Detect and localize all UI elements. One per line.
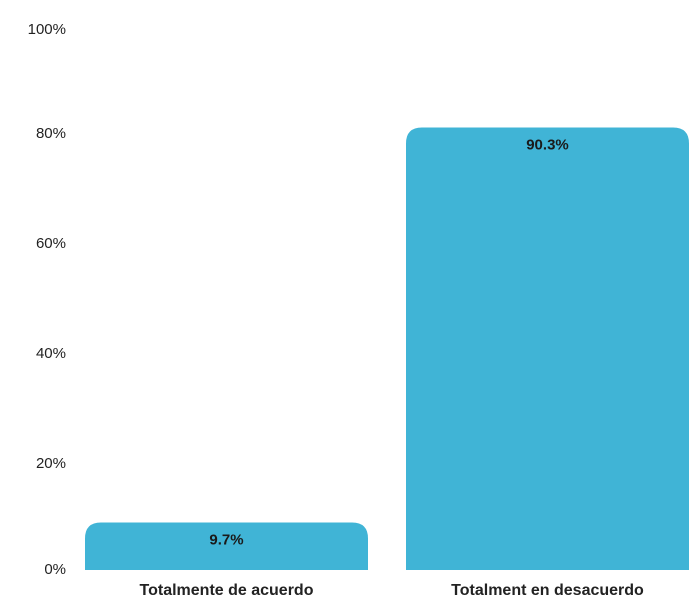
x-tick-label: Totalmente de acuerdo [140, 582, 314, 599]
x-tick-label: Totalment en desacuerdo [451, 582, 644, 599]
y-tick-label: 0% [44, 561, 66, 578]
y-tick-label: 100% [28, 21, 66, 38]
y-tick-label: 80% [36, 125, 66, 142]
bar-series [85, 127, 689, 570]
bar-value-label: 9.7% [209, 531, 243, 548]
y-tick-label: 40% [36, 345, 66, 362]
data-labels: 9.7% 90.3% [209, 136, 568, 548]
bar [85, 522, 368, 570]
bar [406, 127, 689, 570]
bar-value-label: 90.3% [526, 136, 569, 153]
y-tick-label: 60% [36, 235, 66, 252]
y-axis: 0% 20% 40% 60% 80% 100% [28, 21, 66, 578]
y-tick-label: 20% [36, 455, 66, 472]
x-axis: Totalmente de acuerdo Totalment en desacu… [140, 582, 645, 599]
